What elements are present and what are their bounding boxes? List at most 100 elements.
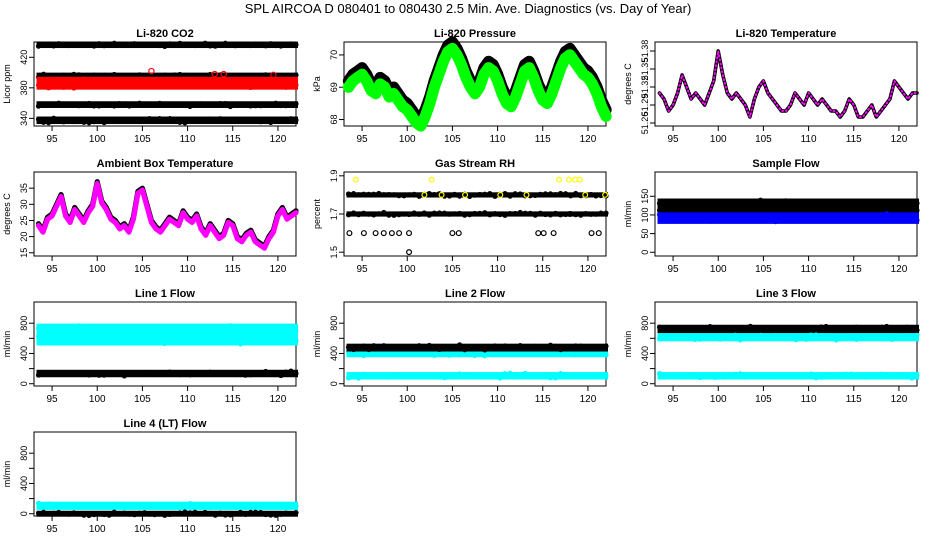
data-point (712, 200, 718, 206)
data-point (386, 212, 392, 218)
data-point (116, 511, 122, 517)
data-point (783, 335, 789, 341)
data-point (283, 505, 289, 511)
data-point (116, 116, 122, 123)
data-point (863, 325, 870, 331)
x-tick-label: 105 (444, 264, 461, 275)
data-point (492, 193, 498, 199)
data-point (411, 191, 417, 197)
data-point (441, 350, 448, 356)
data-point (61, 326, 67, 332)
data-point (71, 510, 77, 516)
data-point (557, 351, 564, 358)
x-tick-label: 105 (444, 394, 461, 405)
data-point (40, 42, 47, 48)
data-point (288, 101, 294, 107)
data-point (396, 230, 403, 237)
data-point (51, 101, 57, 108)
data-point (222, 100, 228, 107)
data-point (401, 211, 407, 217)
data-point (818, 333, 824, 339)
data-point (126, 326, 132, 332)
data-point (446, 345, 453, 351)
data-point (293, 510, 299, 516)
data-point (894, 216, 900, 222)
data-point (101, 72, 107, 78)
data-point (677, 207, 683, 213)
data-point (428, 176, 435, 183)
data-point (172, 102, 178, 108)
data-point (56, 509, 62, 515)
data-point (788, 198, 794, 204)
data-point (345, 375, 352, 381)
data-point (593, 373, 599, 379)
data-point (547, 212, 554, 218)
data-point (96, 41, 102, 47)
data-point (848, 198, 854, 204)
data-point (667, 373, 673, 379)
data-point (172, 511, 178, 517)
data-point (96, 502, 102, 509)
data-point (406, 192, 412, 198)
x-tick-label: 95 (668, 134, 680, 145)
data-point (111, 324, 117, 330)
data-point (222, 336, 228, 342)
data-point (116, 338, 122, 345)
data-point (456, 210, 463, 217)
data-point (552, 343, 559, 350)
data-point (550, 230, 557, 237)
data-point (421, 345, 427, 351)
data-point (848, 208, 854, 214)
data-point (502, 343, 508, 349)
data-point (227, 118, 233, 124)
y-tick-label: 100 (640, 207, 650, 222)
data-point (86, 372, 92, 378)
data-point (388, 230, 395, 237)
data-point (523, 191, 530, 198)
data-point (798, 200, 804, 207)
data-point (838, 200, 844, 206)
data-point (573, 372, 579, 378)
chart-title: Line 2 Flow (445, 288, 505, 300)
data-point (813, 326, 819, 332)
x-tick-label: 105 (134, 524, 151, 535)
data-point (66, 42, 72, 49)
data-point (537, 373, 543, 379)
data-point (146, 42, 153, 48)
data-point (263, 502, 269, 508)
data-point (101, 82, 107, 89)
data-point (909, 207, 915, 213)
data-point (207, 71, 213, 78)
data-point (247, 504, 254, 510)
x-tick-label: 115 (846, 394, 862, 405)
data-point (162, 340, 168, 347)
data-point (566, 211, 573, 218)
data-point (717, 207, 723, 214)
data-point (197, 101, 203, 107)
data-series (352, 176, 609, 198)
data-point (273, 502, 279, 509)
data-point (152, 79, 158, 85)
data-point (242, 336, 249, 342)
data-point (40, 371, 47, 377)
data-point (91, 78, 97, 84)
data-point (722, 216, 728, 222)
data-point (773, 326, 779, 332)
data-point (91, 371, 97, 377)
y-tick-label: 51.38 (640, 40, 650, 63)
data-point (371, 350, 377, 356)
data-point (848, 215, 854, 221)
x-tick-label: 115 (225, 524, 241, 535)
data-point (152, 118, 158, 124)
data-point (152, 371, 158, 377)
data-point (40, 337, 47, 343)
data-point (848, 326, 854, 332)
data-point (141, 81, 148, 87)
data-point (131, 503, 138, 510)
data-point (81, 334, 87, 340)
data-point (874, 326, 880, 332)
x-tick-label: 110 (801, 264, 817, 275)
data-point (522, 210, 528, 216)
data-point (697, 374, 703, 381)
data-point (152, 101, 158, 107)
